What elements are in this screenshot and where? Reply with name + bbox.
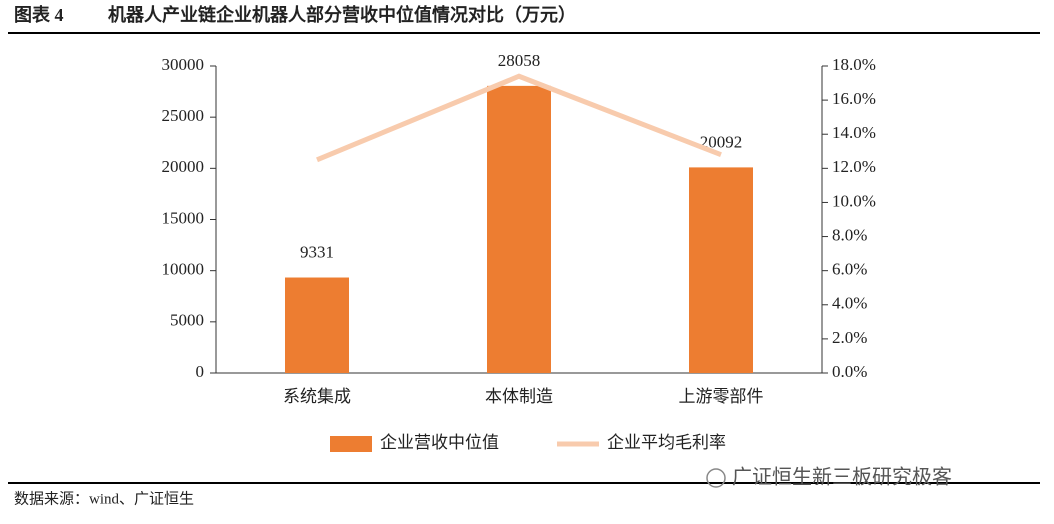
bar [689,167,753,373]
y2-tick-label: 6.0% [832,260,867,279]
y2-tick-label: 0.0% [832,362,867,381]
y2-tick-label: 18.0% [832,55,876,74]
y-tick-label: 20000 [162,157,205,176]
y2-tick-label: 12.0% [832,157,876,176]
bar [487,85,551,373]
x-tick-label: 本体制造 [485,387,553,406]
figure-label: 图表 4 [14,4,64,25]
source: 数据来源：wind、广证恒生 [14,490,194,507]
line [316,73,722,163]
y2-tick-label: 10.0% [832,191,876,210]
legend-label: 企业营收中位值 [380,433,499,452]
y-tick-label: 0 [196,362,205,381]
watermark: 广证恒生新三板研究极客 [732,465,952,489]
bar [285,277,349,373]
y2-tick-label: 4.0% [832,294,867,313]
watermark-icon [706,468,726,488]
data-label: 9331 [300,242,334,261]
y-tick-label: 25000 [162,106,205,125]
legend-swatch [330,436,372,452]
data-label: 20092 [700,132,743,151]
y-tick-label: 15000 [162,208,205,227]
x-tick-label: 系统集成 [283,387,351,406]
y2-tick-label: 14.0% [832,123,876,142]
y-tick-label: 30000 [162,55,205,74]
legend-label: 企业平均毛利率 [607,433,726,452]
x-tick-label: 上游零部件 [679,387,764,406]
chart-title: 机器人产业链企业机器人部分营收中位值情况对比（万元） [108,4,576,25]
y2-tick-label: 2.0% [832,328,867,347]
y-tick-label: 10000 [162,260,205,279]
y2-tick-label: 16.0% [832,89,876,108]
data-label: 28058 [498,51,541,70]
y-tick-label: 5000 [170,311,204,330]
y2-tick-label: 8.0% [832,225,867,244]
